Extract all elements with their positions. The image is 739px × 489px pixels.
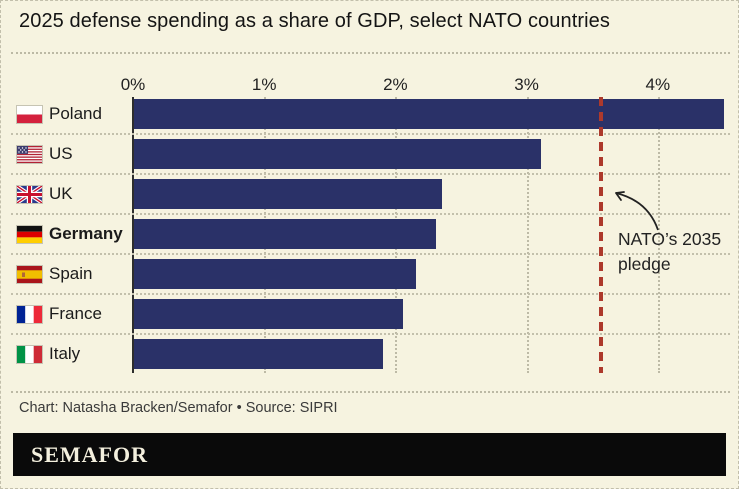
pledge-annotation-line2: pledge [618, 254, 671, 274]
country-label-germany: Germany [49, 224, 123, 243]
uk-flag-icon [16, 185, 43, 204]
row-separator [11, 292, 730, 295]
x-axis-tick-4: 4% [645, 75, 671, 94]
country-label-us: US [49, 144, 73, 163]
semafor-wordmark-bar: SEMAFOR [13, 433, 726, 476]
france-flag-icon [16, 305, 43, 324]
nato-pledge-reference-line [599, 97, 604, 373]
bar-poland [134, 99, 725, 129]
page-title: 2025 defense spending as a share of GDP,… [19, 10, 610, 32]
bar-spain [134, 259, 417, 289]
row-separator [11, 332, 730, 335]
row-separator [11, 172, 730, 175]
country-label-poland: Poland [49, 104, 102, 123]
germany-flag-icon [16, 225, 43, 244]
x-axis-tick-3: 3% [514, 75, 539, 94]
country-label-uk: UK [49, 184, 73, 203]
y-axis-baseline [132, 97, 134, 373]
pledge-annotation: NATO’s 2035 pledge [618, 227, 738, 277]
gridline-4pct [657, 97, 660, 373]
spain-flag-icon [16, 265, 43, 284]
row-separator [11, 132, 730, 135]
x-axis-tick-2: 2% [383, 75, 408, 94]
annotation-arrow-icon [615, 191, 659, 231]
row-separator [11, 212, 730, 215]
country-label-france: France [49, 304, 102, 323]
bar-italy [134, 339, 384, 369]
row-separator [11, 252, 730, 255]
country-label-italy: Italy [49, 344, 81, 363]
poland-flag-icon [16, 105, 43, 124]
footer-divider [11, 391, 730, 393]
bar-us [134, 139, 541, 169]
bar-uk [134, 179, 443, 209]
x-axis-tick-0: 0% [120, 75, 146, 94]
italy-flag-icon [16, 345, 43, 364]
bar-france [134, 299, 403, 329]
x-axis-tick-1: 1% [251, 75, 277, 94]
pledge-annotation-line1: NATO’s 2035 [618, 229, 722, 249]
us-flag-icon [16, 145, 43, 164]
gridline-3pct [526, 97, 529, 373]
bar-germany [134, 219, 436, 249]
source-credit: Chart: Natasha Bracken/Semafor • Source:… [19, 400, 338, 416]
title-divider [11, 52, 730, 54]
country-label-spain: Spain [49, 264, 93, 283]
semafor-logo: SEMAFOR [31, 442, 148, 467]
